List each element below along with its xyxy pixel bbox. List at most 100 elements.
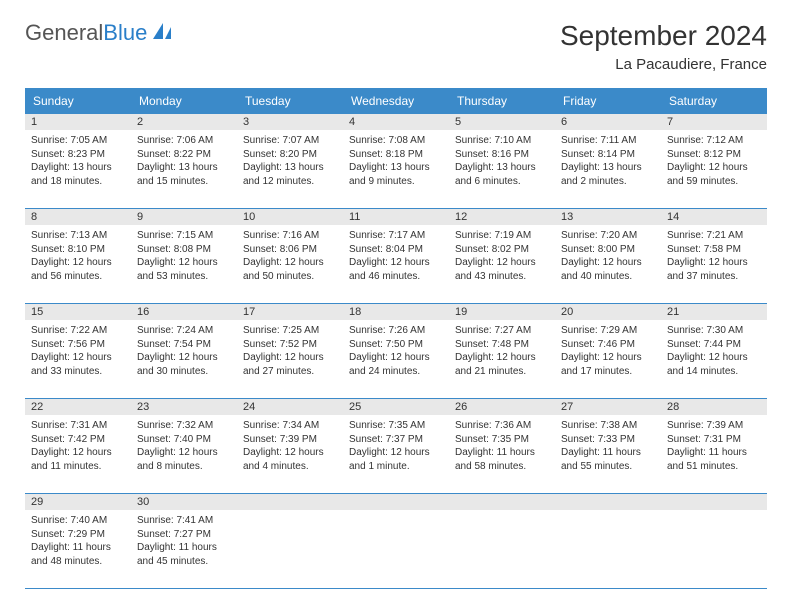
day-cell: Sunrise: 7:06 AMSunset: 8:22 PMDaylight:… bbox=[131, 130, 237, 208]
day-number-row: 22232425262728 bbox=[25, 399, 767, 415]
daylight-text: Daylight: 12 hours bbox=[349, 351, 443, 365]
daylight-text: Daylight: 12 hours bbox=[667, 161, 761, 175]
sunset-text: Sunset: 7:35 PM bbox=[455, 433, 549, 447]
daylight-text: Daylight: 13 hours bbox=[561, 161, 655, 175]
sunset-text: Sunset: 7:56 PM bbox=[31, 338, 125, 352]
daylight-text: and 59 minutes. bbox=[667, 175, 761, 189]
daylight-text: Daylight: 13 hours bbox=[349, 161, 443, 175]
month-title: September 2024 bbox=[560, 20, 767, 52]
day-header: Thursday bbox=[449, 88, 555, 114]
day-number: 23 bbox=[131, 399, 237, 415]
day-number: 22 bbox=[25, 399, 131, 415]
daylight-text: and 24 minutes. bbox=[349, 365, 443, 379]
sunrise-text: Sunrise: 7:21 AM bbox=[667, 229, 761, 243]
sunset-text: Sunset: 8:20 PM bbox=[243, 148, 337, 162]
sunrise-text: Sunrise: 7:20 AM bbox=[561, 229, 655, 243]
sunset-text: Sunset: 7:42 PM bbox=[31, 433, 125, 447]
sunset-text: Sunset: 7:48 PM bbox=[455, 338, 549, 352]
sunset-text: Sunset: 7:31 PM bbox=[667, 433, 761, 447]
daylight-text: Daylight: 13 hours bbox=[455, 161, 549, 175]
logo-text: GeneralBlue bbox=[25, 20, 147, 46]
day-number: 18 bbox=[343, 304, 449, 320]
daylight-text: and 48 minutes. bbox=[31, 555, 125, 569]
day-cell: Sunrise: 7:27 AMSunset: 7:48 PMDaylight:… bbox=[449, 320, 555, 398]
day-number: 24 bbox=[237, 399, 343, 415]
sunset-text: Sunset: 8:06 PM bbox=[243, 243, 337, 257]
sunrise-text: Sunrise: 7:15 AM bbox=[137, 229, 231, 243]
header: GeneralBlue September 2024 La Pacaudiere… bbox=[25, 20, 767, 73]
day-number: 3 bbox=[237, 114, 343, 130]
sunrise-text: Sunrise: 7:10 AM bbox=[455, 134, 549, 148]
sunrise-text: Sunrise: 7:25 AM bbox=[243, 324, 337, 338]
daylight-text: Daylight: 11 hours bbox=[455, 446, 549, 460]
sunrise-text: Sunrise: 7:30 AM bbox=[667, 324, 761, 338]
day-number: 15 bbox=[25, 304, 131, 320]
day-number bbox=[343, 494, 449, 510]
day-cell: Sunrise: 7:19 AMSunset: 8:02 PMDaylight:… bbox=[449, 225, 555, 303]
day-number: 21 bbox=[661, 304, 767, 320]
sunrise-text: Sunrise: 7:24 AM bbox=[137, 324, 231, 338]
sunrise-text: Sunrise: 7:41 AM bbox=[137, 514, 231, 528]
day-header: Friday bbox=[555, 88, 661, 114]
sunset-text: Sunset: 8:16 PM bbox=[455, 148, 549, 162]
day-number: 10 bbox=[237, 209, 343, 225]
daylight-text: and 14 minutes. bbox=[667, 365, 761, 379]
daylight-text: Daylight: 12 hours bbox=[561, 256, 655, 270]
day-cell: Sunrise: 7:26 AMSunset: 7:50 PMDaylight:… bbox=[343, 320, 449, 398]
daylight-text: Daylight: 12 hours bbox=[455, 256, 549, 270]
day-cell: Sunrise: 7:35 AMSunset: 7:37 PMDaylight:… bbox=[343, 415, 449, 493]
day-number: 30 bbox=[131, 494, 237, 510]
sunrise-text: Sunrise: 7:36 AM bbox=[455, 419, 549, 433]
day-number: 7 bbox=[661, 114, 767, 130]
day-number-row: 891011121314 bbox=[25, 209, 767, 225]
daylight-text: Daylight: 12 hours bbox=[31, 446, 125, 460]
day-number: 2 bbox=[131, 114, 237, 130]
day-cell: Sunrise: 7:10 AMSunset: 8:16 PMDaylight:… bbox=[449, 130, 555, 208]
sunset-text: Sunset: 8:18 PM bbox=[349, 148, 443, 162]
daylight-text: and 1 minute. bbox=[349, 460, 443, 474]
daylight-text: Daylight: 12 hours bbox=[137, 446, 231, 460]
daylight-text: and 12 minutes. bbox=[243, 175, 337, 189]
week-row: Sunrise: 7:40 AMSunset: 7:29 PMDaylight:… bbox=[25, 510, 767, 589]
daylight-text: and 37 minutes. bbox=[667, 270, 761, 284]
day-header: Wednesday bbox=[343, 88, 449, 114]
daylight-text: Daylight: 11 hours bbox=[31, 541, 125, 555]
day-cell: Sunrise: 7:24 AMSunset: 7:54 PMDaylight:… bbox=[131, 320, 237, 398]
daylight-text: and 53 minutes. bbox=[137, 270, 231, 284]
sunrise-text: Sunrise: 7:34 AM bbox=[243, 419, 337, 433]
daylight-text: Daylight: 12 hours bbox=[349, 446, 443, 460]
daylight-text: and 4 minutes. bbox=[243, 460, 337, 474]
daylight-text: and 2 minutes. bbox=[561, 175, 655, 189]
daylight-text: Daylight: 13 hours bbox=[31, 161, 125, 175]
day-cell: Sunrise: 7:08 AMSunset: 8:18 PMDaylight:… bbox=[343, 130, 449, 208]
daylight-text: and 58 minutes. bbox=[455, 460, 549, 474]
day-cell: Sunrise: 7:39 AMSunset: 7:31 PMDaylight:… bbox=[661, 415, 767, 493]
day-cell bbox=[661, 510, 767, 588]
sunrise-text: Sunrise: 7:08 AM bbox=[349, 134, 443, 148]
sunrise-text: Sunrise: 7:19 AM bbox=[455, 229, 549, 243]
daylight-text: and 6 minutes. bbox=[455, 175, 549, 189]
day-number: 11 bbox=[343, 209, 449, 225]
day-cell: Sunrise: 7:25 AMSunset: 7:52 PMDaylight:… bbox=[237, 320, 343, 398]
sunset-text: Sunset: 7:29 PM bbox=[31, 528, 125, 542]
day-number-row: 2930 bbox=[25, 494, 767, 510]
daylight-text: Daylight: 12 hours bbox=[667, 351, 761, 365]
daylight-text: Daylight: 12 hours bbox=[243, 256, 337, 270]
daylight-text: and 55 minutes. bbox=[561, 460, 655, 474]
day-number bbox=[661, 494, 767, 510]
daylight-text: Daylight: 12 hours bbox=[455, 351, 549, 365]
day-cell: Sunrise: 7:38 AMSunset: 7:33 PMDaylight:… bbox=[555, 415, 661, 493]
day-cell: Sunrise: 7:12 AMSunset: 8:12 PMDaylight:… bbox=[661, 130, 767, 208]
sunset-text: Sunset: 7:27 PM bbox=[137, 528, 231, 542]
day-number: 27 bbox=[555, 399, 661, 415]
day-number: 19 bbox=[449, 304, 555, 320]
daylight-text: and 9 minutes. bbox=[349, 175, 443, 189]
daylight-text: and 50 minutes. bbox=[243, 270, 337, 284]
sunset-text: Sunset: 7:52 PM bbox=[243, 338, 337, 352]
sunset-text: Sunset: 7:40 PM bbox=[137, 433, 231, 447]
daylight-text: and 40 minutes. bbox=[561, 270, 655, 284]
day-cell bbox=[449, 510, 555, 588]
daylight-text: and 46 minutes. bbox=[349, 270, 443, 284]
day-cell: Sunrise: 7:30 AMSunset: 7:44 PMDaylight:… bbox=[661, 320, 767, 398]
day-number bbox=[449, 494, 555, 510]
